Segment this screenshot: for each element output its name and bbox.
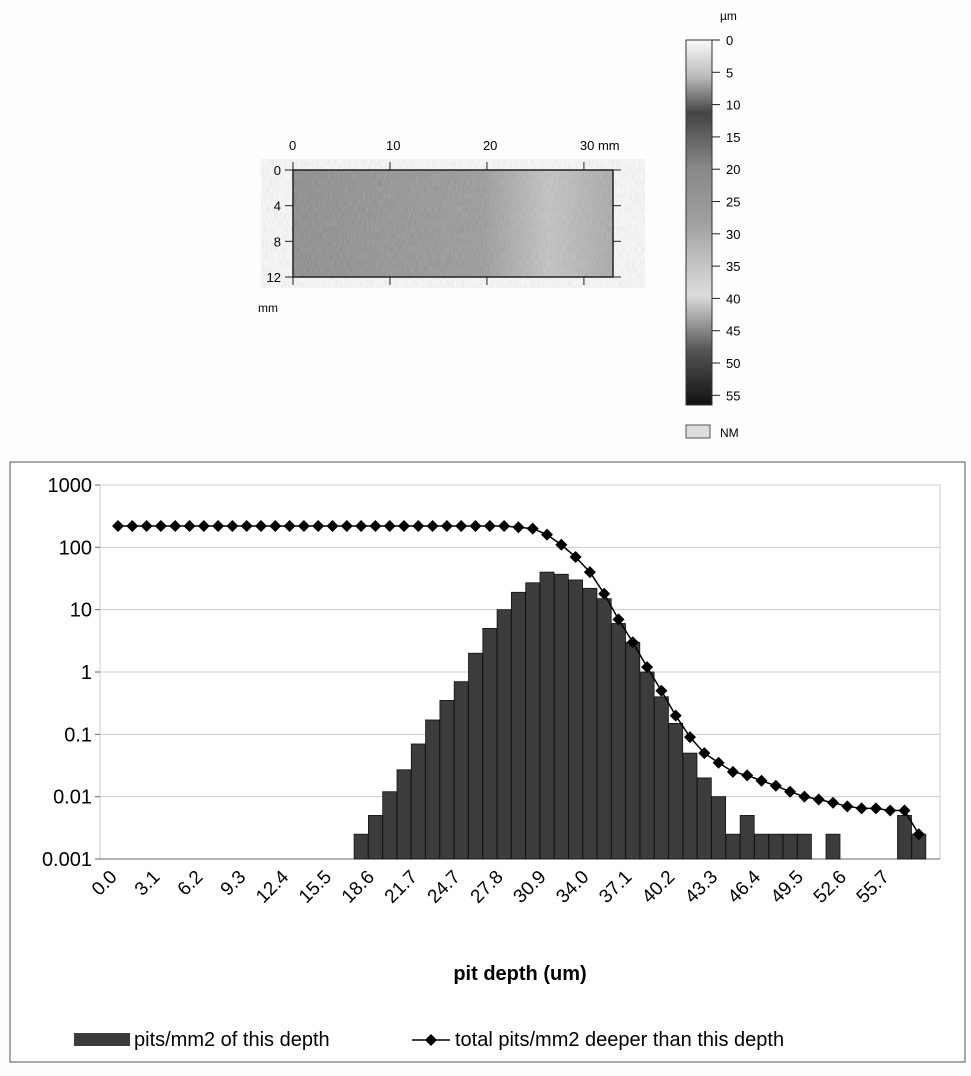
y-tick-label: 1 bbox=[81, 662, 92, 684]
y-tick-label: 0.01 bbox=[53, 787, 92, 809]
legend-label: NM bbox=[720, 426, 739, 440]
colorbar-tick-label: 20 bbox=[726, 162, 740, 177]
legend-swatch bbox=[74, 1033, 130, 1046]
bar bbox=[383, 792, 397, 859]
legend-label: total pits/mm2 deeper than this depth bbox=[455, 1029, 784, 1051]
bar bbox=[697, 778, 711, 859]
bar bbox=[783, 834, 797, 859]
bar bbox=[583, 588, 597, 859]
colorbar-tick-label: 55 bbox=[726, 388, 740, 403]
x-tick-label: 20 bbox=[483, 138, 497, 153]
bar bbox=[683, 753, 697, 859]
bar bbox=[669, 723, 683, 859]
bar bbox=[797, 834, 811, 859]
bar bbox=[569, 580, 583, 859]
bar bbox=[411, 744, 425, 859]
colorbar bbox=[686, 40, 712, 405]
bar bbox=[626, 642, 640, 859]
bar bbox=[454, 682, 468, 859]
y-tick-label: 1000 bbox=[48, 475, 93, 497]
colorbar-tick-label: 25 bbox=[726, 195, 740, 210]
bar bbox=[769, 834, 783, 859]
bar bbox=[612, 623, 626, 859]
bar bbox=[540, 572, 554, 859]
y-tick-label: 0.001 bbox=[42, 849, 92, 871]
y-tick-label: 0.1 bbox=[64, 724, 92, 746]
bar bbox=[483, 628, 497, 859]
y-tick-label: 0 bbox=[274, 163, 281, 178]
bar bbox=[898, 815, 912, 859]
bar bbox=[426, 720, 440, 859]
bar bbox=[469, 653, 483, 859]
bar bbox=[526, 583, 540, 859]
colorbar-tick-label: 35 bbox=[726, 259, 740, 274]
bar bbox=[368, 815, 382, 859]
colorbar-unit: µm bbox=[720, 9, 737, 23]
colorbar-tick-label: 10 bbox=[726, 98, 740, 113]
x-tick-label: 30 mm bbox=[580, 138, 620, 153]
bar bbox=[755, 834, 769, 859]
colorbar-tick-label: 45 bbox=[726, 324, 740, 339]
bar bbox=[511, 592, 525, 859]
y-tick-label: 12 bbox=[267, 270, 281, 285]
bar bbox=[554, 574, 568, 859]
colorbar-tick-label: 30 bbox=[726, 227, 740, 242]
x-tick-label: 10 bbox=[386, 138, 400, 153]
surface-texture bbox=[293, 170, 613, 277]
bar bbox=[397, 770, 411, 859]
legend-label: pits/mm2 of this depth bbox=[134, 1029, 330, 1051]
bar bbox=[597, 599, 611, 859]
colorbar-tick-label: 0 bbox=[726, 33, 733, 48]
bar bbox=[726, 834, 740, 859]
y-tick-label: 8 bbox=[274, 234, 281, 249]
bar bbox=[354, 834, 368, 859]
colorbar-tick-label: 40 bbox=[726, 291, 740, 306]
x-axis-title: pit depth (um) bbox=[453, 963, 586, 985]
bar bbox=[740, 815, 754, 859]
y-tick-label: 100 bbox=[59, 537, 92, 559]
figure: 0 10 20 30 mm 0 4 8 12 mm µm 0 5 10 15 20 25 30 35 40 45 50 5… bbox=[0, 0, 971, 1071]
x-tick-label: 0 bbox=[289, 138, 296, 153]
y-axis-unit: mm bbox=[258, 301, 278, 315]
colorbar-tick-label: 5 bbox=[726, 65, 733, 80]
legend-swatch bbox=[686, 425, 710, 438]
y-tick-label: 10 bbox=[70, 600, 92, 622]
bar bbox=[640, 672, 654, 859]
y-tick-label: 4 bbox=[274, 199, 281, 214]
bar bbox=[712, 797, 726, 859]
colorbar-tick-label: 50 bbox=[726, 356, 740, 371]
bar bbox=[826, 834, 840, 859]
bar bbox=[497, 610, 511, 859]
bar bbox=[654, 697, 668, 859]
page: {"chart_data": [ {"type": "surface-map",… bbox=[0, 0, 971, 1071]
colorbar-tick-label: 15 bbox=[726, 130, 740, 145]
bar bbox=[440, 700, 454, 859]
